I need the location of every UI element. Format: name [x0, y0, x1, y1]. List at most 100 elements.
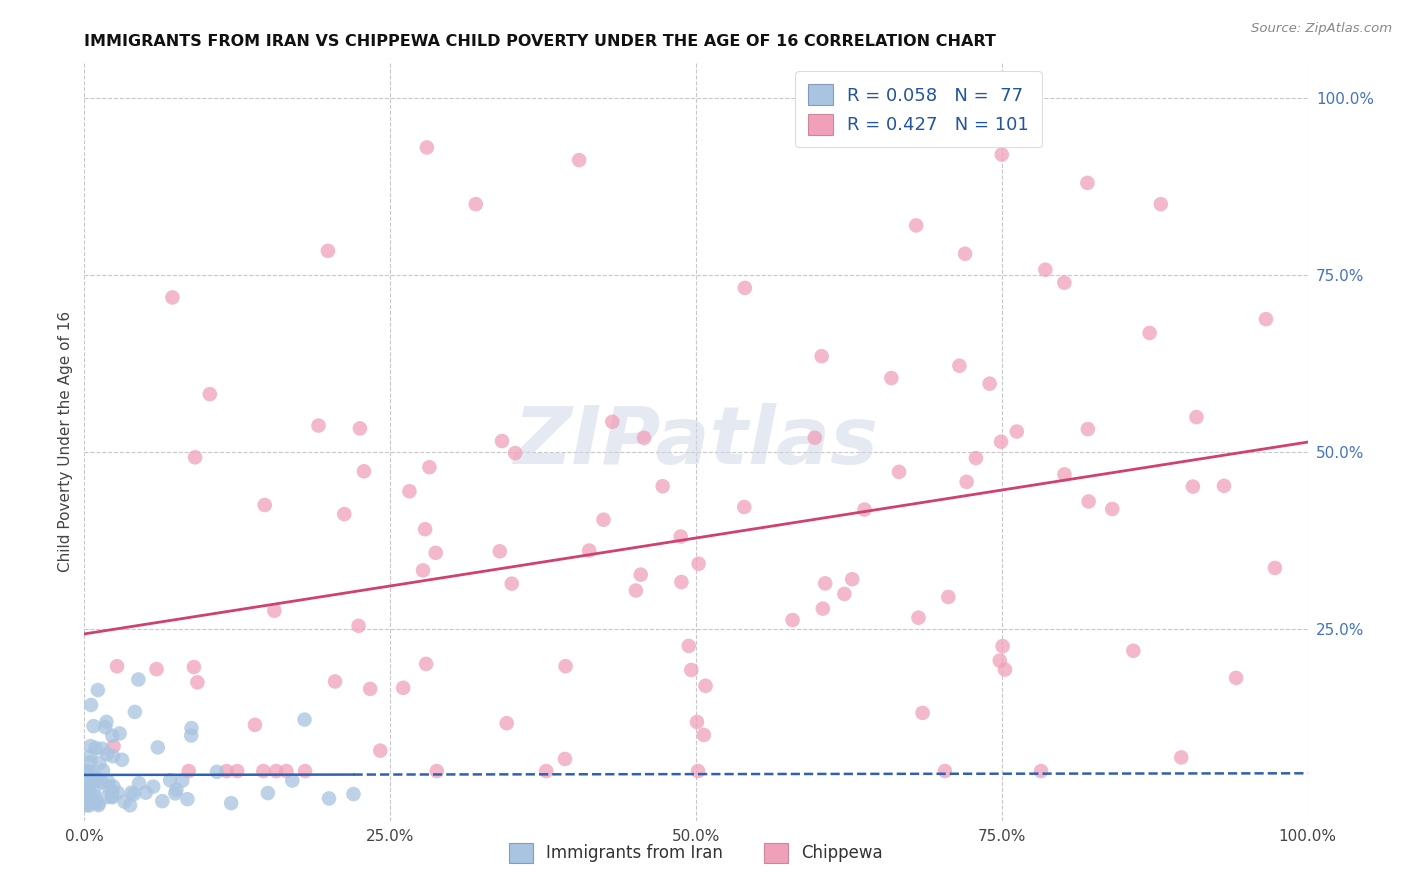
Point: [734, 281, 756, 295]
Point: [905, 219, 928, 233]
Point: [323, 674, 346, 689]
Point: [782, 613, 804, 627]
Point: [413, 522, 436, 536]
Point: [1139, 326, 1161, 340]
Point: [91, 764, 114, 778]
Point: [1150, 197, 1173, 211]
Point: [1101, 502, 1123, 516]
Point: [810, 349, 832, 363]
Point: [94, 720, 117, 734]
Point: [934, 764, 956, 778]
Point: [87, 683, 110, 698]
Point: [678, 639, 700, 653]
Point: [162, 290, 184, 304]
Point: [368, 744, 391, 758]
Y-axis label: Child Poverty Under the Age of 16: Child Poverty Under the Age of 16: [58, 311, 73, 572]
Point: [686, 764, 709, 778]
Point: [183, 660, 205, 674]
Point: [257, 786, 280, 800]
Point: [264, 764, 287, 778]
Point: [79, 790, 101, 805]
Point: [495, 716, 517, 731]
Point: [965, 450, 987, 465]
Point: [184, 450, 207, 465]
Point: [79, 764, 101, 779]
Point: [165, 782, 187, 797]
Point: [79, 785, 101, 799]
Point: [1005, 425, 1028, 439]
Point: [253, 498, 276, 512]
Point: [107, 786, 129, 800]
Point: [1254, 312, 1277, 326]
Point: [177, 764, 200, 778]
Point: [176, 792, 198, 806]
Point: [111, 753, 134, 767]
Point: [359, 681, 381, 696]
Point: [907, 610, 929, 624]
Point: [80, 774, 103, 789]
Point: [96, 714, 118, 729]
Point: [308, 418, 330, 433]
Point: [103, 780, 125, 794]
Point: [880, 371, 903, 385]
Point: [630, 567, 652, 582]
Point: [75, 780, 97, 795]
Point: [114, 795, 136, 809]
Point: [686, 714, 709, 729]
Point: [101, 749, 124, 764]
Point: [811, 601, 834, 615]
Point: [349, 421, 371, 435]
Point: [1029, 764, 1052, 778]
Text: ZIPatlas: ZIPatlas: [513, 402, 879, 481]
Point: [83, 789, 105, 803]
Point: [76, 785, 98, 799]
Point: [101, 790, 124, 805]
Point: [688, 557, 710, 571]
Point: [953, 246, 976, 260]
Point: [392, 681, 415, 695]
Point: [97, 780, 120, 794]
Point: [77, 792, 100, 806]
Point: [671, 574, 693, 589]
Point: [91, 741, 114, 756]
Point: [127, 673, 149, 687]
Point: [1053, 467, 1076, 482]
Point: [294, 713, 316, 727]
Point: [252, 764, 274, 778]
Point: [425, 546, 447, 560]
Point: [347, 619, 370, 633]
Point: [491, 434, 513, 448]
Point: [83, 773, 105, 788]
Point: [695, 679, 717, 693]
Point: [76, 798, 98, 813]
Point: [979, 376, 1001, 391]
Point: [624, 583, 647, 598]
Point: [105, 659, 128, 673]
Point: [1077, 422, 1099, 436]
Point: [1225, 671, 1247, 685]
Point: [198, 387, 221, 401]
Point: [172, 773, 194, 788]
Point: [1213, 479, 1236, 493]
Point: [503, 446, 526, 460]
Point: [80, 795, 103, 809]
Point: [1185, 410, 1208, 425]
Point: [215, 764, 238, 778]
Point: [1033, 262, 1056, 277]
Point: [955, 475, 977, 489]
Point: [554, 659, 576, 673]
Point: [316, 244, 339, 258]
Point: [96, 747, 118, 761]
Point: [669, 530, 692, 544]
Point: [75, 786, 97, 800]
Point: [415, 657, 437, 671]
Point: [281, 773, 304, 788]
Point: [103, 739, 125, 754]
Point: [416, 140, 439, 154]
Point: [205, 764, 228, 779]
Point: [77, 798, 100, 813]
Point: [733, 500, 755, 514]
Point: [911, 706, 934, 720]
Point: [146, 740, 169, 755]
Point: [89, 756, 111, 771]
